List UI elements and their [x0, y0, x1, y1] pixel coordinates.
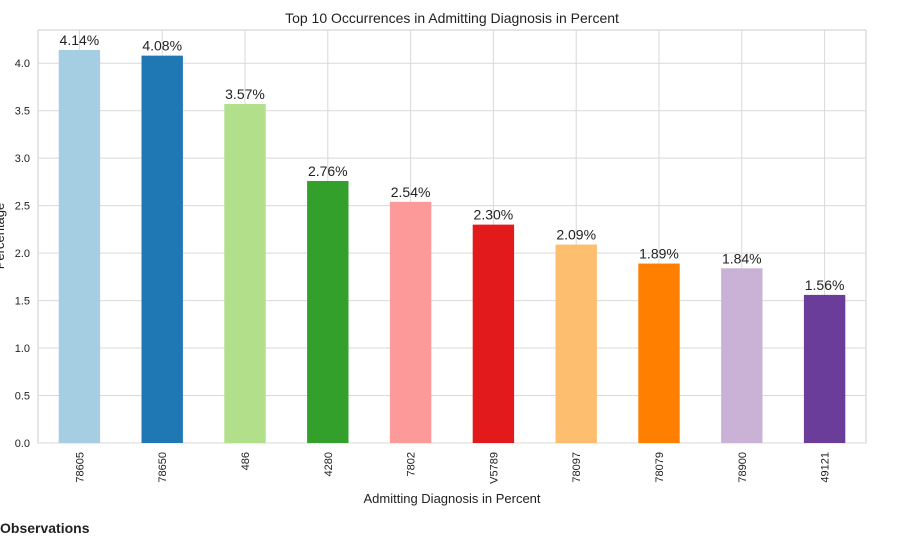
- x-tick-label: 78605: [74, 452, 86, 483]
- x-tick-label: 78900: [737, 452, 749, 483]
- y-tick-label: 2.5: [15, 201, 30, 213]
- value-label: 3.57%: [225, 86, 265, 102]
- bar: [555, 244, 597, 443]
- value-label: 1.56%: [805, 277, 845, 293]
- y-tick-label: 2.0: [15, 248, 30, 260]
- bar: [721, 268, 763, 443]
- y-tick-label: 4.0: [15, 58, 30, 70]
- footer-heading: Observations: [0, 520, 90, 536]
- x-tick-label: V5789: [488, 452, 500, 484]
- y-tick-label: 3.0: [15, 153, 30, 165]
- bar: [472, 224, 515, 443]
- y-axis-label: Percentage: [0, 203, 7, 270]
- x-tick-label: 78650: [157, 452, 169, 483]
- value-label: 1.84%: [722, 250, 762, 266]
- x-tick-label: 49121: [820, 452, 832, 483]
- x-tick-label: 7802: [406, 452, 418, 476]
- value-label: 2.76%: [308, 163, 348, 179]
- bar: [389, 201, 432, 443]
- y-tick-label: 3.5: [15, 106, 30, 118]
- y-tick-label: 0.0: [15, 438, 30, 450]
- bar: [307, 180, 349, 443]
- x-axis-label: Admitting Diagnosis in Percent: [363, 491, 540, 506]
- bar: [638, 263, 680, 443]
- y-tick-label: 1.0: [15, 343, 30, 355]
- x-tick-label: 78079: [654, 452, 666, 483]
- y-tick-label: 0.5: [15, 391, 30, 403]
- x-tick-label: 4280: [323, 452, 335, 476]
- bar: [58, 49, 101, 444]
- bar: [224, 104, 266, 443]
- value-label: 2.54%: [391, 184, 431, 200]
- value-label: 2.30%: [474, 207, 514, 223]
- value-label: 1.89%: [639, 246, 679, 262]
- x-tick-label: 486: [240, 452, 252, 470]
- chart-title: Top 10 Occurrences in Admitting Diagnosi…: [285, 10, 619, 26]
- value-label: 4.14%: [60, 32, 100, 48]
- value-label: 2.09%: [556, 227, 596, 243]
- value-label: 4.08%: [142, 38, 182, 54]
- bar: [803, 294, 846, 443]
- bar: [141, 55, 183, 443]
- x-tick-label: 78097: [571, 452, 583, 483]
- y-tick-label: 1.5: [15, 296, 30, 308]
